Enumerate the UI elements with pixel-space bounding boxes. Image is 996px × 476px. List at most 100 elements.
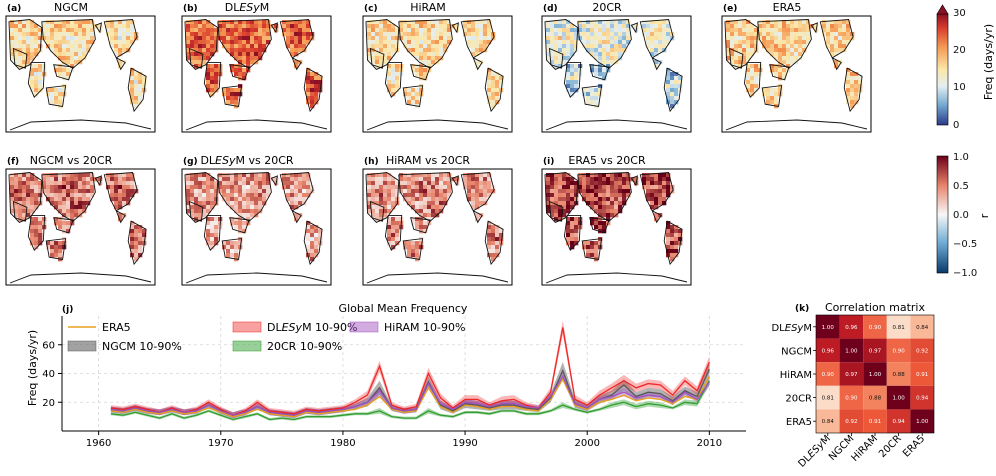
heatmap-cells: 1.00 0.96 0.90 0.81 0.840.96 1.00 0.97 0.90 0.92… [815,314,935,434]
coastlines [544,172,688,284]
map-grid-cell [746,88,751,93]
map-grid-cell [222,173,227,178]
map-grid-cell [778,52,783,57]
map-grid-cell [230,185,235,190]
map-grid-cell [487,28,492,33]
map-grid-cell [403,177,408,182]
map-grid-cell [674,229,679,234]
map-grid-cell [734,28,739,33]
map-grid-cell [375,177,380,182]
map-grid-cell [10,44,15,49]
coastline [544,172,579,223]
coastline [270,22,278,34]
map-grid-cell [246,193,251,198]
map-grid-cell [770,92,775,97]
map-grid-cell [371,173,376,178]
map-grid-cell [842,32,847,37]
map-grid-cell [314,233,319,238]
map-grid-cell [58,225,63,230]
map-grid-cell [794,28,799,33]
coastline [548,200,564,222]
map-grid-cell [554,44,559,49]
map-grid-cell [367,201,372,206]
map-grid-cell [475,197,480,202]
panel-tag: (i) [543,157,554,167]
map-grid-cell [371,24,376,29]
map-grid-cell [70,181,75,186]
map-grid-cell [782,48,787,53]
map-grid-cell [286,193,291,198]
map-grid-cell [391,48,396,53]
map-grid-cell [447,28,452,33]
map-grid-cell [58,20,63,25]
map-grid-cell [234,28,239,33]
map-grid-cell [395,36,400,41]
map-title: DLESyM vs 20CR [200,154,293,167]
map-grid-cell [266,173,271,178]
map-grid-cell [226,92,231,97]
map-grid-cell [290,52,295,57]
map-grid-cell [566,177,571,182]
coastline [303,67,323,113]
map-grid-cell [367,48,372,53]
map-grid-cell [606,189,611,194]
map-grid-cell [18,205,23,210]
map-grid-cell [746,36,751,41]
map-grid-cell [443,177,448,182]
map-grid-cell [415,205,420,210]
coastline [27,214,46,251]
map-grid-cell [798,48,803,53]
map-grid-cell [558,40,563,45]
map-grid-cell [411,24,416,29]
map-grid-cell [130,245,135,250]
map-grid-cell [186,36,191,41]
map-grid-cell [310,104,315,109]
map-grid-cell [598,221,603,226]
map-grid-cell [738,60,743,65]
map-grid-cell [282,24,287,29]
map-grid-cell [186,28,191,33]
map-grid-cell [18,28,23,33]
map-grid-cell [562,40,567,45]
heatmap-row-label: HiRAM [780,370,812,381]
map-grid-cell [254,48,259,53]
map-grid-cell [750,72,755,77]
map-grid-cell [262,28,267,33]
map-grid-cell [86,177,91,182]
map-grid-cell [786,36,791,41]
map-grid-cell [419,68,424,73]
map-grid-cell [566,201,571,206]
map-grid-cell [674,76,679,81]
map-grid-cell [415,36,420,41]
map-grid-cell [602,221,607,226]
map-grid-cell [411,185,416,190]
map-grid-cell [435,52,440,57]
map-grid-cell [762,40,767,45]
map-grid-cell [614,189,619,194]
map-grid-cell [18,36,23,41]
legend-label-part: M 10-90% [302,321,357,334]
map-grid-cell [122,32,127,37]
map-grid-cell [254,193,259,198]
map-grid-cell [654,20,659,25]
map-grid-cell [415,217,420,222]
map-grid-cell [471,185,476,190]
map-grid-cell [58,197,63,202]
coastline-antarctica [9,119,152,131]
map-grid-cell [22,36,27,41]
legend-item: DLESyM 10-90% [232,321,357,334]
map-grid-cell [774,68,779,73]
map-grid-cell [782,28,787,33]
map-grid-cell [574,36,579,41]
map-grid-cell [242,56,247,61]
map-grid-cell [798,40,803,45]
map-grid-cell [766,88,771,93]
map-grid-cell [578,36,583,41]
map-grid-cell [650,24,655,29]
map-grid-cell [423,209,428,214]
map-grid-cell [302,197,307,202]
map-grid-cell [379,28,384,33]
map-grid-cell [758,20,763,25]
map-grid-cell [202,40,207,45]
map-grid-cell [403,28,408,33]
